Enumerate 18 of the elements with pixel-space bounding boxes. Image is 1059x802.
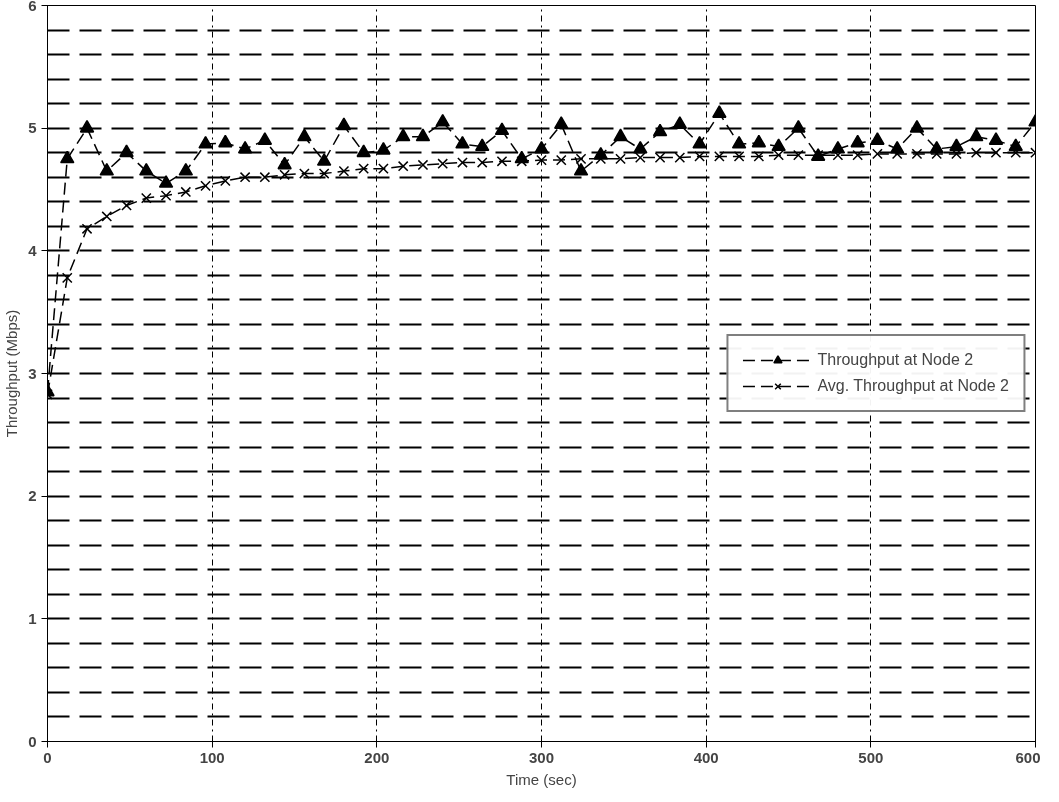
x-tick-label: 600: [1015, 748, 1041, 766]
x-tick-label: 400: [693, 748, 719, 766]
y-tick-label: 3: [28, 364, 37, 382]
y-tick-label: 6: [28, 0, 37, 14]
x-axis-title: Time (sec): [506, 770, 577, 788]
x-tick-label: 300: [528, 748, 555, 766]
y-tick-label: 2: [28, 487, 37, 505]
x-tick-label: 500: [858, 748, 884, 766]
y-tick-label: 5: [28, 119, 37, 137]
x-tick-label: 100: [199, 748, 225, 766]
legend-label: Avg. Throughput at Node 2: [817, 377, 1009, 395]
legend-label: Throughput at Node 2: [817, 351, 974, 369]
x-tick-label: 200: [364, 748, 390, 766]
y-tick-label: 4: [28, 241, 38, 259]
y-tick-label: 0: [28, 732, 37, 750]
y-axis-title: Throughput (Mbps): [3, 309, 21, 438]
x-tick-label: 0: [43, 748, 52, 766]
y-tick-label: 1: [28, 609, 37, 627]
